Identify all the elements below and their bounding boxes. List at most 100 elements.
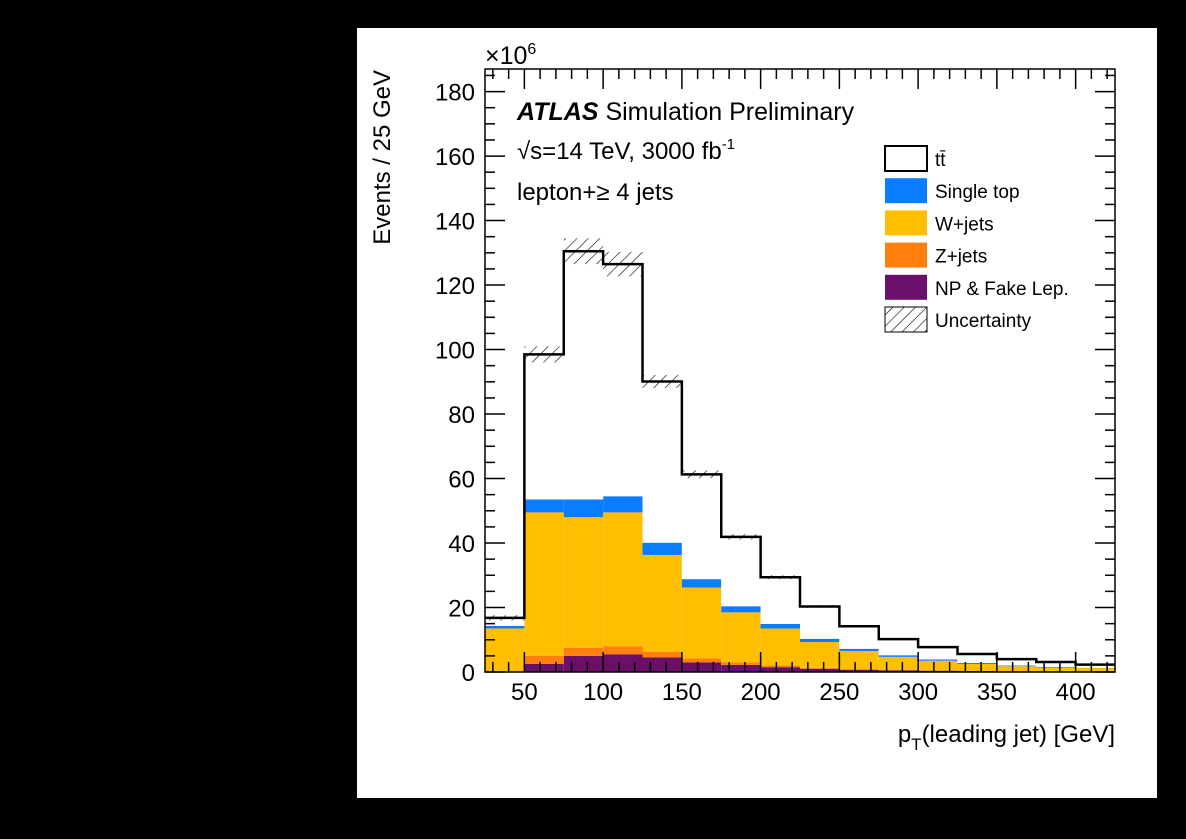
bar-w-jets-bin-5 <box>681 587 722 659</box>
bar-z-jets-bin-7 <box>760 665 800 668</box>
x-tick-label: 100 <box>583 679 623 706</box>
bar-np-fake-lep-bin-5 <box>681 662 722 672</box>
bar-tt-bin-14 <box>1036 662 1076 667</box>
bar-z-jets-bin-8 <box>800 667 840 669</box>
bar-tt-bin-7 <box>760 577 800 624</box>
bar-tt-bin-4 <box>642 381 682 543</box>
x-axis-label: pT(leading jet) [GeV] <box>898 721 1115 754</box>
bar-single-top-bin-11 <box>918 659 958 661</box>
bar-z-jets-bin-6 <box>721 662 761 665</box>
x-tick-label: 150 <box>662 679 702 706</box>
bar-tt-bin-12 <box>957 653 997 663</box>
y-tick-label: 0 <box>462 660 475 687</box>
bar-np-fake-lep-bin-1 <box>524 663 564 672</box>
bar-w-jets-bin-13 <box>996 666 1037 672</box>
bar-tt-bin-8 <box>800 606 840 639</box>
bar-w-jets-bin-6 <box>721 612 761 663</box>
y-tick-label: 80 <box>448 402 475 429</box>
bar-tt-bin-13 <box>996 659 1037 666</box>
chart-canvas: 0 20 40 60 80 100 120 140 160 180 50 100 150 200 250 30… <box>357 28 1157 798</box>
bar-single-top-bin-7 <box>760 623 800 629</box>
bar-np-fake-lep-bin-9 <box>839 669 879 672</box>
bar-single-top-bin-2 <box>563 499 604 518</box>
y-tick-label: 180 <box>435 80 475 107</box>
bar-single-top-bin-0 <box>485 625 525 629</box>
legend-label-z-jets: Z+jets <box>935 247 987 268</box>
legend-swatch-tt <box>884 145 928 172</box>
y-tick-label: 160 <box>435 144 475 171</box>
axes-layer: 0 20 40 60 80 100 120 140 160 180 50 100 150 200 250 30… <box>435 69 1115 706</box>
bar-z-jets-bin-5 <box>681 658 722 663</box>
bars-layer <box>485 251 1115 672</box>
x-tick-label: 50 <box>511 679 538 706</box>
bar-z-jets-bin-10 <box>878 669 919 671</box>
bar-single-top-bin-10 <box>878 655 919 657</box>
bar-w-jets-bin-8 <box>800 642 840 668</box>
bar-z-jets-bin-3 <box>603 646 643 655</box>
y-axis-multiplier: ×106 <box>485 41 536 70</box>
x-tick-label: 400 <box>1056 679 1096 706</box>
legend-swatch-single-top <box>885 178 927 204</box>
legend-swatch-w-jets <box>885 210 927 236</box>
bar-tt-bin-9 <box>839 626 879 649</box>
bar-single-top-bin-8 <box>800 638 840 643</box>
legend-label-uncertainty: Uncertainty <box>935 311 1032 332</box>
bar-w-jets-bin-14 <box>1036 667 1076 672</box>
x-tick-label: 350 <box>977 679 1017 706</box>
legend: tt̄ Single top W+jets Z+jets NP & Fake Lep. U… <box>884 145 1069 333</box>
bar-tt-bin-2 <box>563 251 604 500</box>
bar-single-top-bin-14 <box>1036 666 1076 668</box>
bar-tt-bin-5 <box>681 474 722 580</box>
bar-w-jets-bin-2 <box>563 517 604 648</box>
bar-w-jets-bin-15 <box>1075 668 1115 672</box>
bar-tt-bin-1 <box>524 354 564 500</box>
bar-np-fake-lep-bin-7 <box>760 667 800 672</box>
bar-single-top-bin-1 <box>524 499 564 513</box>
legend-swatch-np-fake-lep <box>885 274 927 300</box>
bar-w-jets-bin-9 <box>839 651 879 670</box>
y-tick-label: 60 <box>448 467 475 494</box>
bar-w-jets-bin-12 <box>957 663 997 671</box>
bar-single-top-bin-13 <box>996 665 1037 667</box>
bar-np-fake-lep-bin-8 <box>800 668 840 672</box>
bar-tt-bin-6 <box>721 536 761 607</box>
atlas-label: ATLAS Simulation Preliminary <box>516 98 855 126</box>
bar-w-jets-bin-3 <box>603 512 643 647</box>
bar-np-fake-lep-bin-3 <box>603 654 643 672</box>
bar-z-jets-bin-9 <box>839 669 879 670</box>
bar-w-jets-bin-7 <box>760 628 800 666</box>
bar-single-top-bin-4 <box>642 542 682 555</box>
plot-frame <box>484 68 1116 673</box>
bar-np-fake-lep-bin-6 <box>721 664 761 672</box>
legend-label-np-fake-lep: NP & Fake Lep. <box>935 279 1069 300</box>
x-tick-label: 200 <box>741 679 781 706</box>
bar-z-jets-bin-1 <box>524 655 564 664</box>
bar-np-fake-lep-bin-4 <box>642 657 682 672</box>
bar-w-jets-bin-0 <box>485 628 525 672</box>
legend-swatch-uncertainty <box>884 306 928 333</box>
bar-w-jets-bin-1 <box>524 512 564 656</box>
energy-label: √s=14 TeV, 3000 fb-1 <box>517 136 735 165</box>
legend-label-tt: tt̄ <box>935 150 946 171</box>
bar-single-top-bin-3 <box>603 496 643 513</box>
x-tick-label: 250 <box>819 679 859 706</box>
bar-w-jets-bin-11 <box>918 660 958 671</box>
y-tick-label: 140 <box>435 209 475 236</box>
y-tick-label: 120 <box>435 273 475 300</box>
bar-z-jets-bin-4 <box>642 651 682 658</box>
bar-single-top-bin-12 <box>957 662 997 664</box>
bar-w-jets-bin-10 <box>878 656 919 670</box>
bar-np-fake-lep-bin-2 <box>563 655 604 672</box>
bar-z-jets-bin-2 <box>563 647 604 656</box>
y-tick-label: 100 <box>435 338 475 365</box>
bar-tt-bin-3 <box>603 264 643 497</box>
bar-single-top-bin-9 <box>839 648 879 652</box>
bar-tt-bin-11 <box>918 647 958 660</box>
bar-single-top-bin-5 <box>681 579 722 588</box>
stacked-histogram-chart: 0 20 40 60 80 100 120 140 160 180 50 100 150 200 250 30… <box>369 41 1116 754</box>
y-tick-label: 20 <box>448 596 475 623</box>
x-tick-label: 300 <box>898 679 938 706</box>
bar-tt-bin-15 <box>1075 664 1115 668</box>
bar-tt-bin-0 <box>485 619 525 626</box>
bar-single-top-bin-6 <box>721 606 761 613</box>
